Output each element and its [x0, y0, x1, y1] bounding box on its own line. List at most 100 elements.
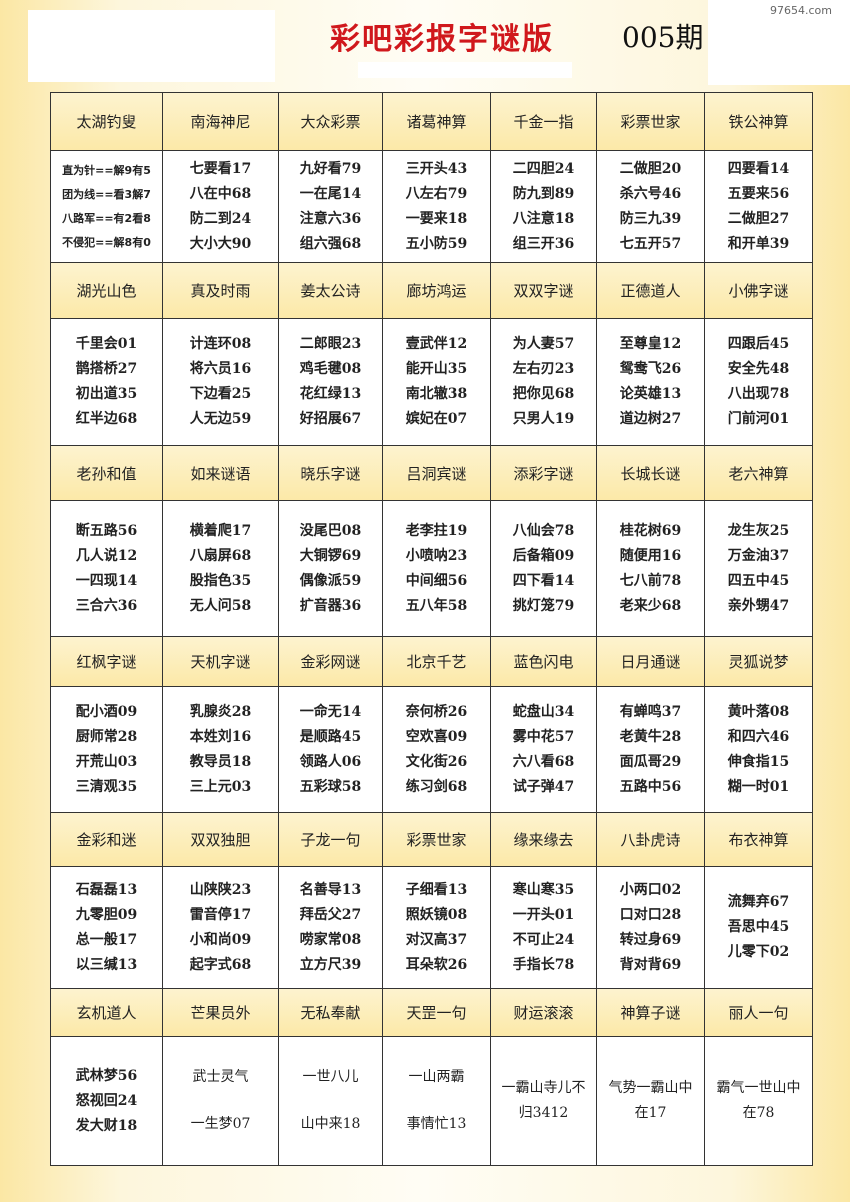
- cell: 为人妻57 左右刃23 把你见68 只男人19: [490, 318, 597, 446]
- cell-line: 四跟后45: [727, 336, 790, 352]
- cell-line: 是顺路45: [299, 728, 362, 745]
- column-header: 子龙一句: [278, 812, 383, 867]
- column-header: 晓乐字谜: [278, 445, 383, 501]
- cell-line: 配小酒09: [75, 703, 138, 720]
- cell-line: 和四六46: [727, 728, 790, 745]
- cell-line: 五路中56: [619, 778, 682, 795]
- cell-line: 防九到89: [512, 185, 575, 202]
- column-header: 千金一指: [490, 92, 597, 151]
- column-header: 玄机道人: [50, 988, 163, 1037]
- cell-line: 起字式68: [189, 956, 252, 973]
- cell-line: 五要来56: [727, 185, 790, 202]
- blank-box: [708, 0, 850, 85]
- cell-line: 子细看13: [405, 881, 468, 898]
- cell-line: 对汉高37: [405, 931, 468, 948]
- cell-line: 雷音停17: [189, 906, 252, 923]
- cell-line: 雾中花57: [512, 728, 575, 745]
- cell-line: 唠家常08: [299, 931, 362, 948]
- cell-line: 试子弹47: [512, 778, 575, 795]
- cell-line: 糊一时01: [727, 778, 790, 795]
- cell-line: 奈何桥26: [405, 703, 468, 720]
- cell-line: 面瓜哥29: [619, 753, 682, 770]
- cell-line: 一开头01: [512, 906, 575, 923]
- cell-line: 中间细56: [405, 572, 468, 589]
- cell-line: 扩音器36: [299, 597, 362, 614]
- cell-line: 寒山寒35: [512, 881, 575, 898]
- cell: 一世八儿 山中来18: [278, 1036, 383, 1166]
- cell: 四要看14 五要来56 二做胆27 和开单39: [704, 150, 813, 263]
- cell-line: 以三缄13: [75, 956, 138, 973]
- cell-line: 转过身69: [619, 931, 682, 948]
- cell-line: 开荒山03: [75, 753, 138, 770]
- cell-line: 挑灯笼79: [512, 597, 575, 614]
- column-header: 神算子谜: [596, 988, 705, 1037]
- issue: 005期: [622, 21, 704, 54]
- cell-line: 为人妻57: [512, 336, 575, 352]
- cell-line: 红半边68: [75, 411, 138, 427]
- cell: 八仙会78 后备箱09 四下看14 挑灯笼79: [490, 500, 597, 637]
- cell-line: 好招展67: [299, 411, 362, 427]
- title: 彩吧彩报字谜版: [330, 22, 554, 57]
- cell-line: 本姓刘16: [189, 728, 252, 745]
- blank-box: [358, 62, 572, 78]
- column-header: 姜太公诗: [278, 262, 383, 319]
- column-header: 金彩和迷: [50, 812, 163, 867]
- cell-line: 名善导13: [299, 881, 362, 898]
- cell-line: 二郎眼23: [299, 336, 362, 352]
- cell: 流舞弃67 吾思中45 儿零下02: [704, 866, 813, 989]
- cell-line: 老来少68: [619, 597, 682, 614]
- cell-line: 空欢喜09: [405, 728, 468, 745]
- cell-line: 鸡毛毽08: [299, 361, 362, 377]
- column-header: 缘来缘去: [490, 812, 597, 867]
- cell: 老李拄19 小喷呐23 中间细56 五八年58: [382, 500, 491, 637]
- column-header: 双双字谜: [490, 262, 597, 319]
- cell-line: 发大财18: [75, 1117, 138, 1134]
- cell-line: 一霸山寺儿不归3412: [501, 1080, 586, 1121]
- cell-line: 五小防59: [405, 235, 468, 252]
- column-header: 丽人一句: [704, 988, 813, 1037]
- cell-line: 横着爬17: [189, 522, 252, 539]
- cell-line: 南北辙38: [405, 386, 468, 402]
- cell-line: 至尊皇12: [619, 336, 682, 352]
- cell-line: 有蝉鸣37: [619, 703, 682, 720]
- cell-line: 怒视回24: [75, 1092, 138, 1109]
- cell-line: 武林梦56: [75, 1067, 138, 1084]
- column-header: 大众彩票: [278, 92, 383, 151]
- cell-line: 一生梦07: [190, 1116, 251, 1132]
- cell-line: 三合六36: [75, 597, 138, 614]
- column-header: 铁公神算: [704, 92, 813, 151]
- cell-line: 四要看14: [727, 160, 790, 177]
- cell: 至尊皇12 鸳鸯飞26 论英雄13 道边树27: [596, 318, 705, 446]
- cell-line: 手指长78: [512, 956, 575, 973]
- cell-line: 霸气一世山中在78: [716, 1080, 801, 1121]
- cell-line: 一山两霸: [408, 1069, 465, 1085]
- cell-line: 不侵犯==解8有0: [62, 235, 151, 249]
- cell-line: 直为针==解9有5: [62, 163, 151, 177]
- cell-line: 领路人06: [299, 753, 362, 770]
- cell-line: 将六员16: [189, 361, 252, 377]
- cell-line: 三上元03: [189, 778, 252, 795]
- column-header: 彩票世家: [596, 92, 705, 151]
- cell: 气势一霸山中在17: [596, 1036, 705, 1166]
- cell-line: 二四胆24: [512, 160, 575, 177]
- cell-line: 花红绿13: [299, 386, 362, 402]
- column-header: 南海神尼: [162, 92, 279, 151]
- cell-line: 一四现14: [75, 572, 138, 589]
- cell: 霸气一世山中在78: [704, 1036, 813, 1166]
- cell-line: 初出道35: [75, 386, 138, 402]
- column-header: 真及时雨: [162, 262, 279, 319]
- cell-line: 口对口28: [619, 906, 682, 923]
- cell-line: 一命无14: [299, 703, 362, 720]
- cell-line: 小和尚09: [189, 931, 252, 948]
- cell: 黄叶落08 和四六46 伸食指15 糊一时01: [704, 686, 813, 813]
- cell-line: 厨师常28: [75, 728, 138, 745]
- cell-line: 后备箱09: [512, 547, 575, 564]
- column-header: 天机字谜: [162, 636, 279, 687]
- cell: 乳腺炎28 本姓刘16 教导员18 三上元03: [162, 686, 279, 813]
- cell: 七要看17 八在中68 防二到24 大小大90: [162, 150, 279, 263]
- cell-line: 八在中68: [189, 185, 252, 202]
- cell-line: 杀六号46: [619, 185, 682, 202]
- cell-line: 大小大90: [189, 235, 252, 252]
- cell-line: 断五路56: [75, 522, 138, 539]
- cell-line: 立方尺39: [299, 956, 362, 973]
